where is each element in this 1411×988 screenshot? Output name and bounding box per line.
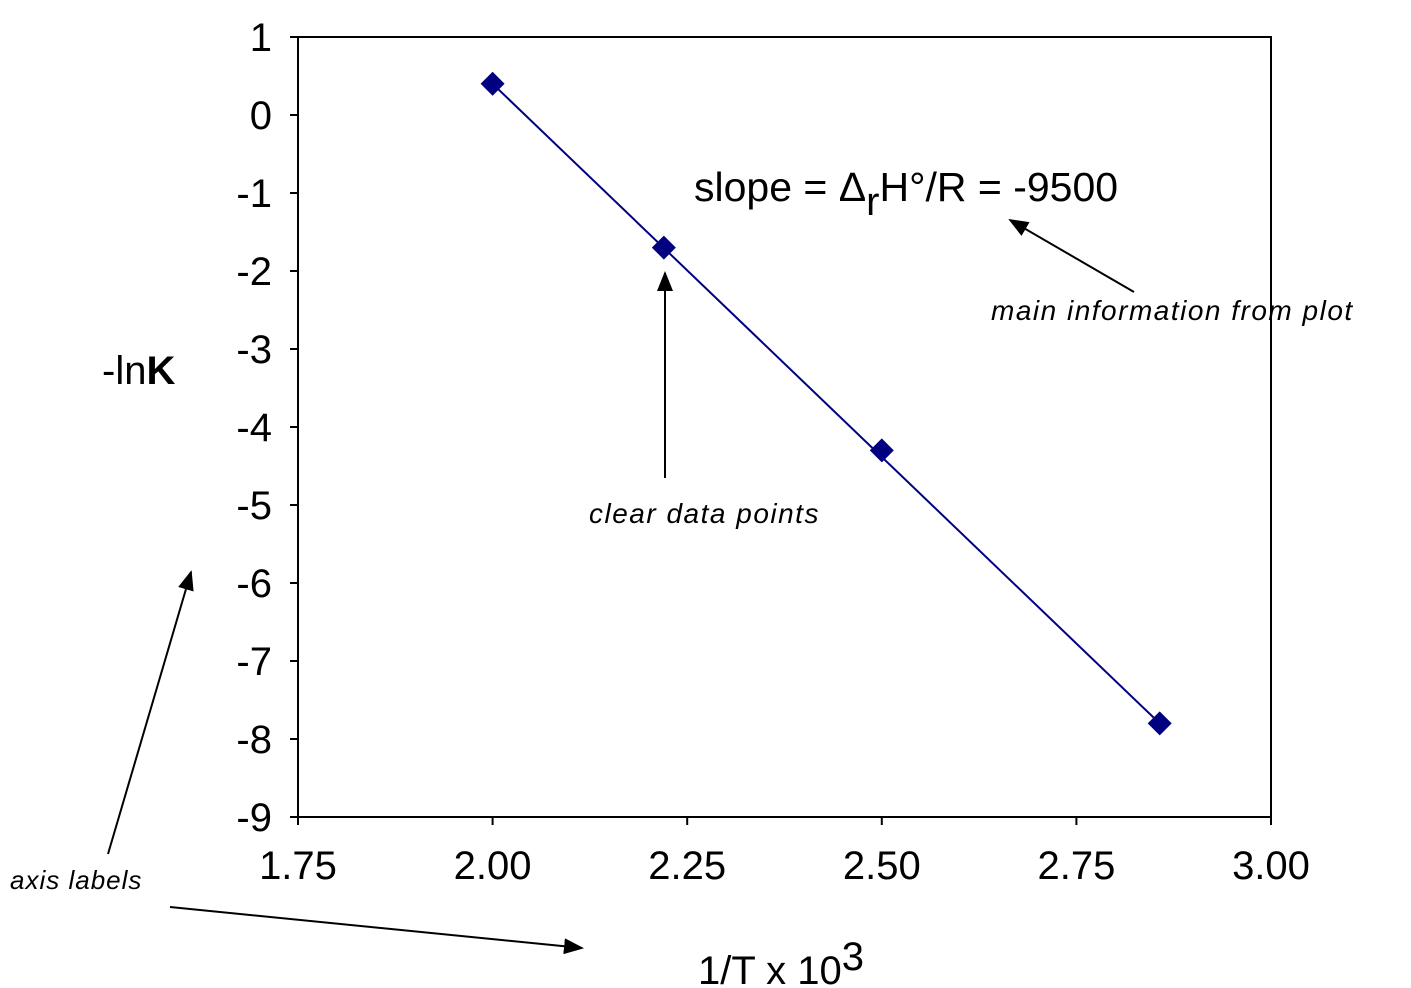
x-tick-label: 2.75	[1037, 844, 1115, 888]
y-tick-label: -3	[236, 328, 272, 372]
y-tick-label: -6	[236, 562, 272, 606]
y-tick-label: -4	[236, 406, 272, 450]
data-point	[869, 438, 894, 463]
x-label-arrow	[169, 906, 584, 955]
y-label-arrow	[107, 570, 194, 855]
data-points	[480, 71, 1172, 736]
y-tick-label: -5	[236, 484, 272, 528]
y-tick-label: -1	[236, 172, 272, 216]
y-axis-ticks: 1 0 -1 -2 -3 -4 -5 -6 -7 -8 -9	[236, 16, 298, 840]
slope-annotation: slope = ΔrH°/R = -9500	[694, 164, 1118, 224]
y-axis-title: -lnK	[102, 349, 175, 393]
y-tick-label: -7	[236, 640, 272, 684]
fit-line	[491, 83, 1161, 725]
x-tick-label: 2.50	[843, 844, 921, 888]
data-point	[1147, 711, 1172, 736]
main-info-annotation: main information from plot	[991, 295, 1354, 326]
x-tick-label: 3.00	[1232, 844, 1310, 888]
axis-labels-annotation: axis labels	[10, 865, 142, 895]
plot-area	[297, 36, 1272, 818]
x-tick-label: 1.75	[259, 844, 337, 888]
y-tick-label: 0	[250, 94, 272, 138]
y-tick-label: -9	[236, 796, 272, 840]
data-point	[480, 71, 505, 96]
x-axis-title: 1/T x 103	[698, 935, 864, 988]
x-tick-label: 2.25	[648, 844, 726, 888]
y-tick-label: 1	[250, 16, 272, 60]
data-point	[651, 235, 676, 260]
x-tick-label: 2.00	[454, 844, 532, 888]
y-tick-label: -8	[236, 718, 272, 762]
main-info-arrow	[1008, 218, 1135, 293]
data-points-annotation: clear data points	[589, 498, 820, 529]
y-tick-label: -2	[236, 250, 272, 294]
x-axis-ticks: 1.75 2.00 2.25 2.50 2.75 3.00	[259, 817, 1310, 888]
